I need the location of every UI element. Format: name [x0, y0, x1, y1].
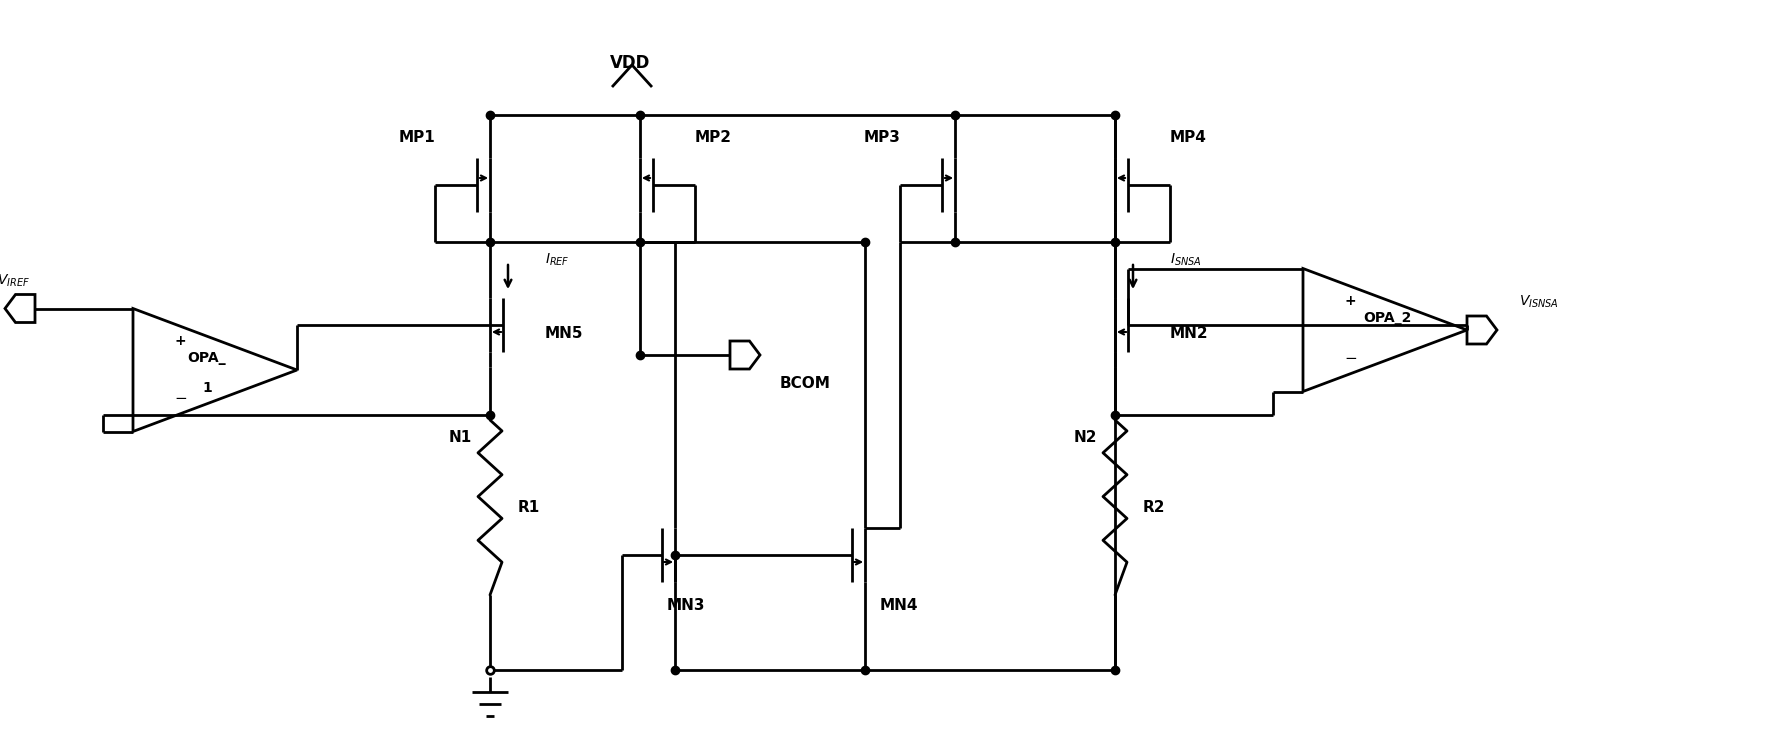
Text: MP1: MP1	[398, 130, 435, 144]
Text: $V_{IREF}$: $V_{IREF}$	[0, 272, 30, 289]
Text: MN4: MN4	[880, 597, 919, 613]
Text: $I_{REF}$: $I_{REF}$	[545, 252, 570, 268]
Text: OPA_2: OPA_2	[1362, 311, 1410, 325]
Text: −: −	[1344, 352, 1357, 366]
Text: 1: 1	[202, 381, 211, 395]
Text: R2: R2	[1143, 500, 1165, 515]
Text: MP2: MP2	[695, 130, 731, 144]
Text: MN3: MN3	[667, 597, 706, 613]
Text: N1: N1	[448, 429, 471, 445]
Text: +: +	[176, 334, 186, 349]
Text: MP3: MP3	[864, 130, 900, 144]
Text: −: −	[174, 391, 186, 406]
Text: $V_{ISNSA}$: $V_{ISNSA}$	[1520, 294, 1559, 310]
Text: MP4: MP4	[1170, 130, 1206, 144]
Text: BCOM: BCOM	[780, 375, 831, 391]
Text: $I_{SNSA}$: $I_{SNSA}$	[1170, 252, 1202, 268]
Text: R1: R1	[518, 500, 539, 515]
Text: VDD: VDD	[609, 54, 650, 72]
Text: MN2: MN2	[1170, 326, 1208, 340]
Text: +: +	[1344, 295, 1357, 309]
Text: MN5: MN5	[545, 326, 584, 340]
Text: OPA_: OPA_	[188, 351, 226, 365]
Text: N2: N2	[1073, 429, 1097, 445]
